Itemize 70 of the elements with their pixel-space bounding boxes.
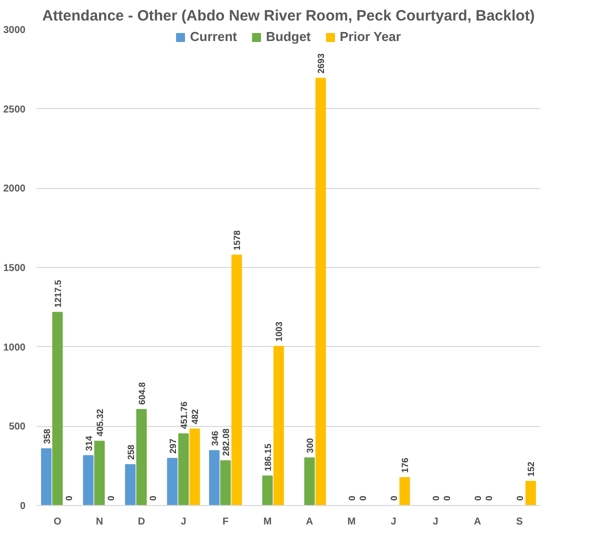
x-tick-label: F [222,516,229,528]
data-label: 282.08 [221,428,231,456]
bar [136,409,147,506]
x-tick-label: A [306,516,314,528]
bar [125,464,136,506]
x-tick-label: J [390,516,396,528]
bar [304,457,315,506]
data-label: 1003 [274,322,284,342]
bar [220,460,231,506]
data-label: 482 [190,409,200,424]
y-tick-label: 500 [8,422,26,433]
x-tick-label: O [54,516,62,528]
data-label: 0 [389,496,399,501]
data-label: 0 [442,496,452,501]
data-label: 300 [305,438,315,454]
x-tick-label: A [474,516,482,528]
data-label: 0 [347,496,357,501]
data-label: 258 [126,444,136,460]
data-label: 0 [358,496,368,501]
bar [94,440,105,506]
bar [83,455,94,506]
x-tick-label: M [263,516,272,528]
bar [52,312,63,506]
bar [273,346,284,506]
chart-title: Attendance - Other (Abdo New River Room, Peck Courtyard, Backlot) [42,8,535,24]
data-label: 0 [64,496,74,501]
bar [41,448,52,506]
data-label: 1217.5 [53,280,63,308]
data-label: 314 [84,436,94,451]
bar [189,428,200,506]
bar [209,450,220,506]
data-label: 0 [148,496,158,501]
data-label: 0 [431,496,441,501]
x-tick-label: D [138,516,146,528]
data-label: 0 [106,496,116,501]
data-label: 405.32 [95,408,105,436]
data-label: 0 [484,496,494,501]
x-tick-label: J [180,516,186,528]
data-label: 0 [473,496,483,501]
x-tick-label: J [432,516,438,528]
data-label: 152 [526,462,536,477]
bar [525,480,536,506]
data-label: 358 [42,428,52,444]
y-tick-label: 2000 [3,184,26,195]
data-label: 604.8 [137,382,147,405]
y-tick-label: 1000 [3,342,26,354]
data-label: 2693 [316,53,326,74]
data-label: 451.76 [179,402,189,430]
legend-label: Budget [266,29,311,44]
bar [315,78,326,506]
y-tick-label: 1500 [3,263,26,274]
bar [262,475,273,506]
x-tick-label: M [347,516,356,528]
data-label: 1578 [232,230,242,250]
bar [231,254,242,506]
legend-label: Current [190,29,237,44]
y-tick-label: 0 [20,501,26,512]
data-label: 297 [168,438,178,454]
y-tick-label: 2500 [3,104,26,116]
data-label: 0 [515,496,525,501]
legend-label: Prior Year [340,29,401,44]
data-label: 176 [400,458,410,473]
data-label: 186.15 [263,444,273,472]
y-tick-label: 3000 [3,25,26,36]
x-tick-label: S [516,516,524,528]
bar [399,477,410,506]
bar [167,458,178,506]
bar [178,433,189,506]
data-label: 346 [210,430,220,446]
x-tick-label: N [96,516,104,528]
